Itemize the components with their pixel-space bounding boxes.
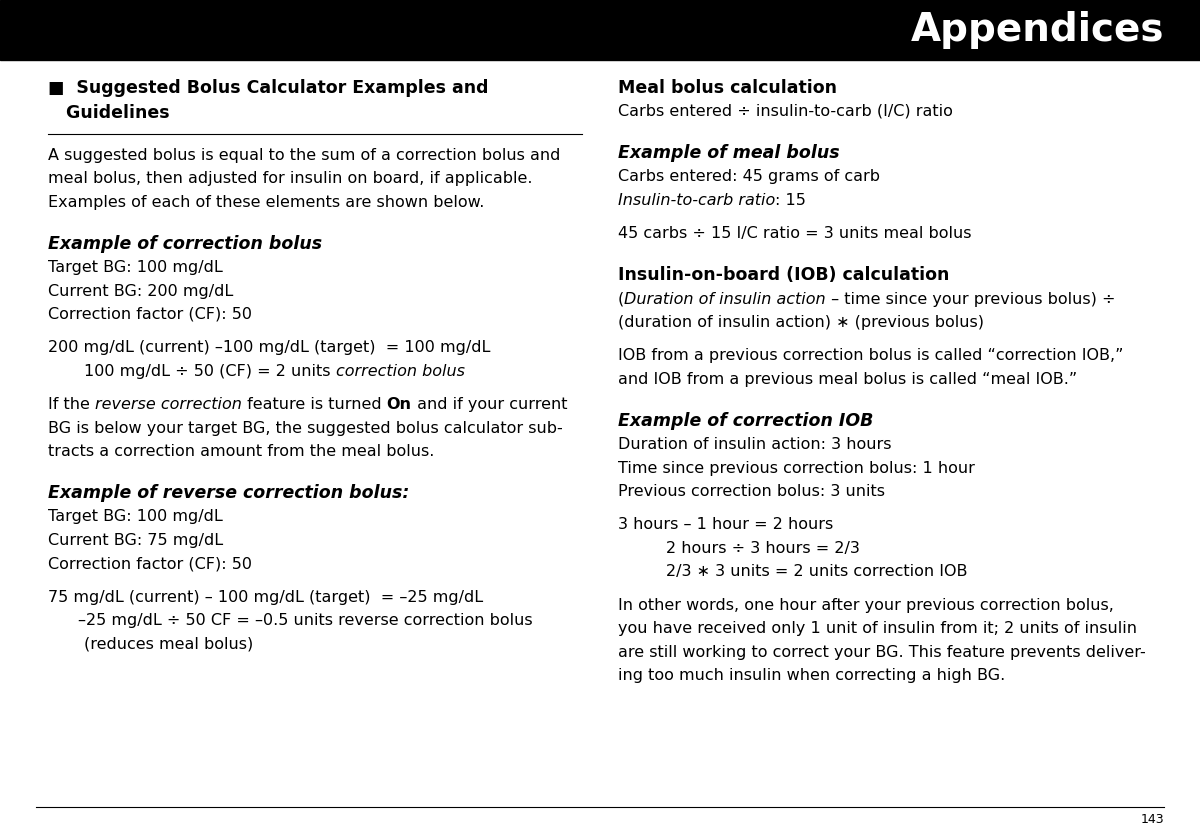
Text: Time since previous correction bolus: 1 hour: Time since previous correction bolus: 1 … (618, 461, 974, 476)
Text: BG is below your target BG, the suggested bolus calculator sub-: BG is below your target BG, the suggeste… (48, 421, 563, 436)
Text: you have received only 1 unit of insulin from it; 2 units of insulin: you have received only 1 unit of insulin… (618, 621, 1138, 636)
Text: correction bolus: correction bolus (336, 364, 464, 379)
Text: 75 mg/dL (current) – 100 mg/dL (target)  = –25 mg/dL: 75 mg/dL (current) – 100 mg/dL (target) … (48, 589, 484, 604)
Text: If the: If the (48, 397, 95, 412)
Text: Target BG: 100 mg/dL: Target BG: 100 mg/dL (48, 509, 223, 524)
Text: ■  Suggested Bolus Calculator Examples and: ■ Suggested Bolus Calculator Examples an… (48, 79, 488, 97)
Text: 2/3 ∗ 3 units = 2 units correction IOB: 2/3 ∗ 3 units = 2 units correction IOB (666, 564, 967, 579)
Text: Correction factor (CF): 50: Correction factor (CF): 50 (48, 556, 252, 571)
Text: Duration of insulin action: Duration of insulin action (624, 292, 826, 307)
Text: Current BG: 200 mg/dL: Current BG: 200 mg/dL (48, 283, 233, 298)
Bar (0, 0, 1200, 60)
Text: 100 mg/dL ÷ 50 (CF) = 2 units: 100 mg/dL ÷ 50 (CF) = 2 units (84, 364, 336, 379)
Text: Example of reverse correction bolus:: Example of reverse correction bolus: (48, 484, 409, 502)
Text: On: On (386, 397, 412, 412)
Text: Duration of insulin action: 3 hours: Duration of insulin action: 3 hours (618, 437, 892, 452)
Text: Meal bolus calculation: Meal bolus calculation (618, 79, 838, 97)
Text: are still working to correct your BG. This feature prevents deliver-: are still working to correct your BG. Th… (618, 645, 1146, 660)
Text: –25 mg/dL ÷ 50 CF = –0.5 units reverse correction bolus: –25 mg/dL ÷ 50 CF = –0.5 units reverse c… (78, 613, 533, 628)
Text: Current BG: 75 mg/dL: Current BG: 75 mg/dL (48, 533, 223, 548)
Text: and if your current: and if your current (412, 397, 568, 412)
Text: feature is turned: feature is turned (242, 397, 386, 412)
Text: Carbs entered ÷ insulin-to-carb (I/C) ratio: Carbs entered ÷ insulin-to-carb (I/C) ra… (618, 104, 953, 119)
Text: Target BG: 100 mg/dL: Target BG: 100 mg/dL (48, 260, 223, 275)
Text: Examples of each of these elements are shown below.: Examples of each of these elements are s… (48, 195, 485, 210)
Text: Appendices: Appendices (911, 11, 1164, 49)
Text: (: ( (618, 292, 624, 307)
Text: Example of meal bolus: Example of meal bolus (618, 144, 840, 162)
Text: In other words, one hour after your previous correction bolus,: In other words, one hour after your prev… (618, 598, 1114, 613)
Text: IOB from a previous correction bolus is called “correction IOB,”: IOB from a previous correction bolus is … (618, 349, 1123, 364)
Text: 200 mg/dL (current) –100 mg/dL (target)  = 100 mg/dL: 200 mg/dL (current) –100 mg/dL (target) … (48, 340, 491, 355)
Text: (duration of insulin action) ∗ (previous bolus): (duration of insulin action) ∗ (previous… (618, 315, 984, 330)
Text: meal bolus, then adjusted for insulin on board, if applicable.: meal bolus, then adjusted for insulin on… (48, 171, 533, 186)
Text: Example of correction bolus: Example of correction bolus (48, 235, 322, 252)
Text: reverse correction: reverse correction (95, 397, 242, 412)
Text: 2 hours ÷ 3 hours = 2/3: 2 hours ÷ 3 hours = 2/3 (666, 541, 860, 556)
Text: – time since your previous bolus) ÷: – time since your previous bolus) ÷ (826, 292, 1115, 307)
Text: and IOB from a previous meal bolus is called “meal IOB.”: and IOB from a previous meal bolus is ca… (618, 372, 1078, 387)
Text: : 15: : 15 (775, 192, 806, 207)
Text: (reduces meal bolus): (reduces meal bolus) (84, 636, 253, 651)
Text: ing too much insulin when correcting a high BG.: ing too much insulin when correcting a h… (618, 668, 1006, 683)
Text: Correction factor (CF): 50: Correction factor (CF): 50 (48, 307, 252, 322)
Text: Carbs entered: 45 grams of carb: Carbs entered: 45 grams of carb (618, 169, 880, 184)
Text: 3 hours – 1 hour = 2 hours: 3 hours – 1 hour = 2 hours (618, 517, 833, 533)
Text: A suggested bolus is equal to the sum of a correction bolus and: A suggested bolus is equal to the sum of… (48, 148, 560, 163)
Text: Insulin-on-board (IOB) calculation: Insulin-on-board (IOB) calculation (618, 266, 949, 284)
Text: 45 carbs ÷ 15 I/C ratio = 3 units meal bolus: 45 carbs ÷ 15 I/C ratio = 3 units meal b… (618, 226, 972, 241)
Text: Guidelines: Guidelines (48, 104, 169, 122)
Text: Insulin-to-carb ratio: Insulin-to-carb ratio (618, 192, 775, 207)
Text: Previous correction bolus: 3 units: Previous correction bolus: 3 units (618, 484, 886, 499)
Text: tracts a correction amount from the meal bolus.: tracts a correction amount from the meal… (48, 444, 434, 459)
Text: 143: 143 (1140, 813, 1164, 826)
Text: Example of correction IOB: Example of correction IOB (618, 412, 874, 430)
